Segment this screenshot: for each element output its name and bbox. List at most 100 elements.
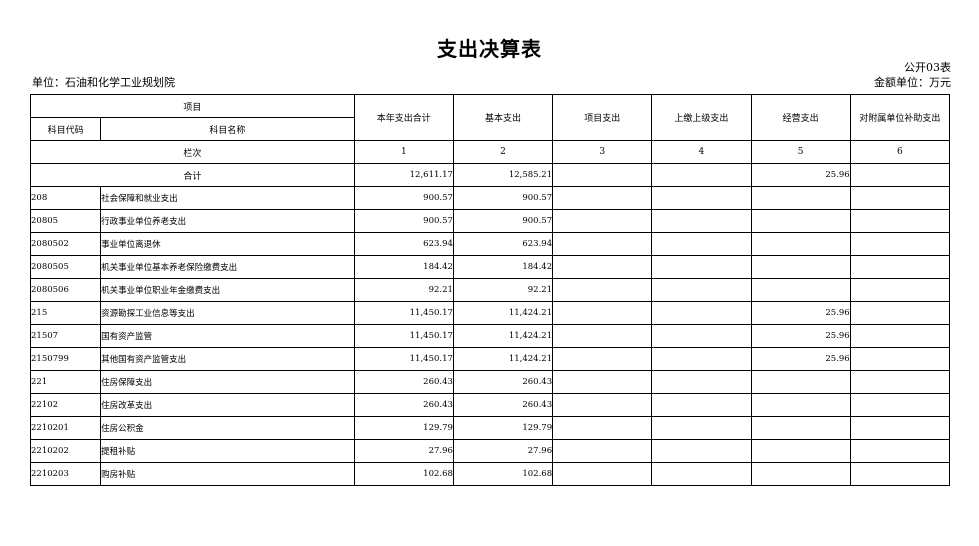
header-col4: 上缴上级支出 xyxy=(651,94,752,141)
total-col3 xyxy=(552,163,653,187)
cell-col1: 102.68 xyxy=(353,462,454,486)
cell-col5 xyxy=(750,186,851,210)
cell-col3 xyxy=(552,370,653,394)
cell-col2: 260.43 xyxy=(452,370,554,394)
amount-unit: 金额单位：万元 xyxy=(874,76,951,89)
total-col2: 12,585.21 xyxy=(452,163,554,187)
cell-col2: 129.79 xyxy=(452,416,554,440)
cell-col5 xyxy=(750,393,851,417)
cell-col5 xyxy=(750,232,851,256)
cell-col4 xyxy=(651,186,752,210)
rank-6: 6 xyxy=(849,140,951,164)
cell-subject-code: 2150799 xyxy=(29,347,102,371)
cell-col6 xyxy=(849,393,951,417)
cell-col3 xyxy=(552,278,653,302)
cell-col4 xyxy=(651,347,752,371)
cell-subject-code: 2210203 xyxy=(29,462,102,486)
cell-col6 xyxy=(849,186,951,210)
cell-col2: 11,424.21 xyxy=(452,324,554,348)
cell-col3 xyxy=(552,439,653,463)
cell-col4 xyxy=(651,232,752,256)
table-row: 215 资源勘探工业信息等支出 11,450.17 11,424.21 25.96 xyxy=(29,301,951,325)
rank-1: 1 xyxy=(353,140,454,164)
cell-col3 xyxy=(552,324,653,348)
cell-col4 xyxy=(651,462,752,486)
rank-label: 栏次 xyxy=(30,140,355,164)
total-row: 合计 12,611.17 12,585.21 25.96 xyxy=(30,163,951,187)
table-row: 2210202 提租补贴 27.96 27.96 xyxy=(29,439,951,463)
cell-subject-name: 提租补贴 xyxy=(100,439,355,463)
cell-col6 xyxy=(849,347,951,371)
cell-col1: 260.43 xyxy=(353,370,454,394)
cell-col3 xyxy=(552,209,653,233)
cell-subject-code: 2080502 xyxy=(29,232,102,256)
cell-col5: 25.96 xyxy=(750,347,851,371)
cell-col1: 184.42 xyxy=(353,255,454,279)
cell-col5 xyxy=(750,255,851,279)
total-col1: 12,611.17 xyxy=(353,163,454,187)
cell-col2: 11,424.21 xyxy=(452,347,554,371)
cell-col4 xyxy=(651,439,752,463)
cell-col6 xyxy=(849,301,951,325)
cell-col6 xyxy=(849,439,951,463)
cell-subject-name: 国有资产监管 xyxy=(100,324,355,348)
cell-subject-name: 机关事业单位基本养老保险缴费支出 xyxy=(100,255,355,279)
header-subject-name: 科目名称 xyxy=(100,117,355,141)
cell-col5 xyxy=(750,370,851,394)
cell-subject-code: 215 xyxy=(29,301,102,325)
cell-col1: 11,450.17 xyxy=(353,347,454,371)
cell-col1: 27.96 xyxy=(353,439,454,463)
cell-col2: 900.57 xyxy=(452,209,554,233)
cell-subject-code: 208 xyxy=(29,186,102,210)
header-col5: 经营支出 xyxy=(750,94,851,141)
cell-col2: 102.68 xyxy=(452,462,554,486)
cell-col3 xyxy=(552,347,653,371)
table-row: 21507 国有资产监管 11,450.17 11,424.21 25.96 xyxy=(29,324,951,348)
cell-subject-name: 其他国有资产监管支出 xyxy=(100,347,355,371)
cell-col4 xyxy=(651,370,752,394)
cell-col2: 11,424.21 xyxy=(452,301,554,325)
cell-col5: 25.96 xyxy=(750,301,851,325)
cell-col5 xyxy=(750,462,851,486)
cell-subject-code: 21507 xyxy=(29,324,102,348)
rank-2: 2 xyxy=(452,140,554,164)
table-row: 2080505 机关事业单位基本养老保险缴费支出 184.42 184.42 xyxy=(29,255,951,279)
cell-col4 xyxy=(651,393,752,417)
cell-col2: 623.94 xyxy=(452,232,554,256)
cell-col6 xyxy=(849,370,951,394)
cell-subject-code: 2080506 xyxy=(29,278,102,302)
cell-col1: 260.43 xyxy=(353,393,454,417)
cell-subject-name: 住房保障支出 xyxy=(100,370,355,394)
cell-col1: 92.21 xyxy=(353,278,454,302)
cell-col3 xyxy=(552,393,653,417)
cell-col2: 92.21 xyxy=(452,278,554,302)
cell-subject-name: 事业单位离退休 xyxy=(100,232,355,256)
cell-col1: 11,450.17 xyxy=(353,301,454,325)
cell-col5: 25.96 xyxy=(750,324,851,348)
page-title: 支出决算表 xyxy=(437,37,542,61)
cell-subject-code: 20805 xyxy=(29,209,102,233)
cell-col3 xyxy=(552,416,653,440)
cell-col5 xyxy=(750,278,851,302)
cell-subject-name: 社会保障和就业支出 xyxy=(100,186,355,210)
cell-subject-code: 2210202 xyxy=(29,439,102,463)
cell-col3 xyxy=(552,462,653,486)
unit-name-line: 单位：石油和化学工业规划院 xyxy=(32,76,175,89)
cell-col4 xyxy=(651,278,752,302)
expenditure-table: 项目 本年支出合计 基本支出 项目支出 上缴上级支出 经营支出 对附属单位补助支… xyxy=(29,94,951,486)
table-body: 项目 本年支出合计 基本支出 项目支出 上缴上级支出 经营支出 对附属单位补助支… xyxy=(29,94,951,486)
cell-col6 xyxy=(849,278,951,302)
cell-col4 xyxy=(651,324,752,348)
cell-col5 xyxy=(750,439,851,463)
table-row: 2150799 其他国有资产监管支出 11,450.17 11,424.21 25.96 xyxy=(29,347,951,371)
header-col2: 基本支出 xyxy=(452,94,554,141)
cell-col6 xyxy=(849,416,951,440)
cell-col2: 900.57 xyxy=(452,186,554,210)
rank-3: 3 xyxy=(552,140,653,164)
rank-5: 5 xyxy=(750,140,851,164)
form-code: 公开03表 xyxy=(904,61,951,74)
table-row: 2080506 机关事业单位职业年金缴费支出 92.21 92.21 xyxy=(29,278,951,302)
cell-col6 xyxy=(849,232,951,256)
total-col5: 25.96 xyxy=(750,163,851,187)
